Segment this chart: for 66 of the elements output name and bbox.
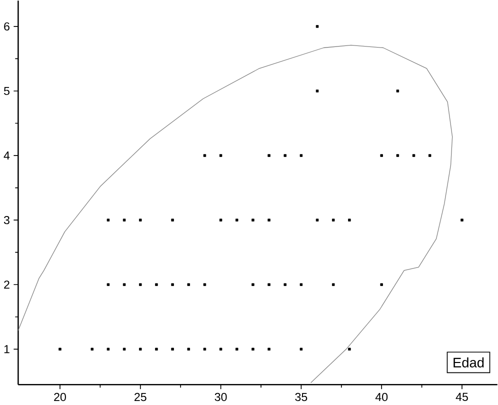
point xyxy=(122,283,126,286)
annotation: Edad xyxy=(454,358,484,368)
point xyxy=(316,90,319,93)
point xyxy=(268,283,270,286)
point xyxy=(396,154,400,158)
point xyxy=(348,348,351,351)
x-tick-label: 20 xyxy=(54,393,66,402)
point xyxy=(268,348,270,351)
point xyxy=(139,348,142,351)
x-tick-label: 45 xyxy=(456,393,468,402)
point xyxy=(460,218,464,222)
y-tick-label: 1 xyxy=(4,345,10,354)
point xyxy=(203,283,206,286)
y-tick-label: 6 xyxy=(4,22,10,31)
point xyxy=(268,218,270,222)
x-tick-label: 40 xyxy=(375,393,388,402)
point xyxy=(316,218,319,222)
point xyxy=(412,154,416,158)
x-tick-label: 30 xyxy=(214,393,227,402)
point xyxy=(155,283,158,286)
point xyxy=(284,283,286,286)
point xyxy=(348,218,351,222)
point xyxy=(106,348,110,351)
point xyxy=(106,218,110,222)
point xyxy=(236,218,238,222)
point xyxy=(122,348,126,351)
point xyxy=(268,154,270,158)
point xyxy=(316,25,319,28)
point xyxy=(58,348,62,351)
point xyxy=(219,348,222,351)
point xyxy=(252,218,254,222)
x-tick-label: 25 xyxy=(134,393,146,402)
point xyxy=(106,283,110,286)
point xyxy=(252,283,254,286)
point xyxy=(203,348,206,351)
point xyxy=(171,283,174,286)
y-tick-label: 2 xyxy=(4,280,10,289)
point xyxy=(428,154,432,158)
y-tick-label: 3 xyxy=(4,216,10,224)
point xyxy=(332,218,335,222)
point xyxy=(187,283,190,286)
point xyxy=(300,154,303,158)
y-tick-label: 4 xyxy=(4,152,10,160)
point xyxy=(300,348,303,351)
point xyxy=(252,348,254,351)
point xyxy=(187,348,190,351)
point xyxy=(122,218,126,222)
point xyxy=(236,348,238,351)
point xyxy=(332,283,335,286)
point xyxy=(155,348,158,351)
point xyxy=(300,283,303,286)
point xyxy=(396,90,400,93)
y-tick-label: 5 xyxy=(4,87,10,96)
point xyxy=(284,154,286,158)
point xyxy=(139,283,142,286)
point xyxy=(139,218,142,222)
point xyxy=(203,154,206,158)
x-tick-label: 35 xyxy=(295,393,308,402)
point xyxy=(90,348,94,351)
point xyxy=(171,218,174,222)
line-series xyxy=(18,45,453,384)
point xyxy=(219,154,222,158)
point xyxy=(171,348,174,351)
point xyxy=(219,218,222,222)
point xyxy=(380,154,383,158)
point xyxy=(380,283,383,286)
